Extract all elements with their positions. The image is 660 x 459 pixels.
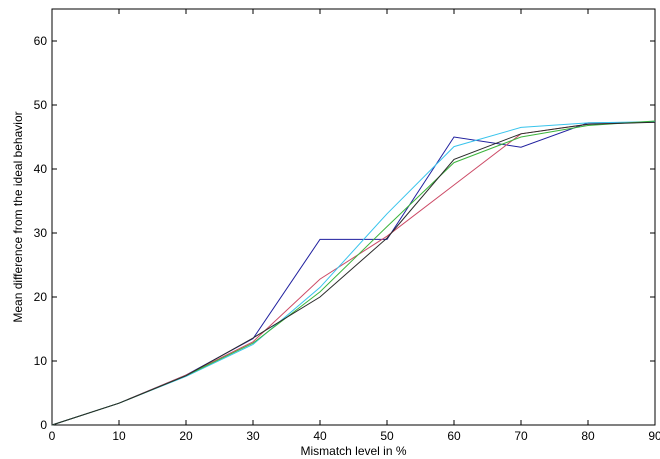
y-tick-label: 40 [34, 162, 48, 176]
y-tick-label: 60 [34, 34, 48, 48]
x-tick-label: 90 [648, 429, 660, 443]
x-tick-label: 10 [112, 429, 126, 443]
x-tick-label: 80 [581, 429, 595, 443]
x-tick-label: 70 [514, 429, 528, 443]
y-axis-title: Mean difference from the ideal behavior [11, 111, 25, 322]
y-tick-label: 0 [40, 418, 47, 432]
x-tick-label: 30 [246, 429, 260, 443]
x-tick-label: 40 [313, 429, 327, 443]
tick-labels: 0 10 20 30 40 50 60 70 80 90 0 10 20 30 40 50 60 [34, 34, 660, 443]
x-tick-label: 50 [380, 429, 394, 443]
x-tick-label: 0 [49, 429, 56, 443]
y-tick-label: 30 [34, 226, 48, 240]
y-tick-label: 50 [34, 98, 48, 112]
series-line-5 [51, 121, 656, 426]
x-tick-label: 60 [447, 429, 461, 443]
axis-ticks [51, 9, 656, 426]
series-group [51, 120, 656, 426]
y-tick-label: 10 [34, 354, 48, 368]
y-tick-label: 20 [34, 290, 48, 304]
plot-area [51, 8, 656, 426]
x-tick-label: 20 [179, 429, 193, 443]
x-axis-title: Mismatch level in % [300, 444, 406, 458]
